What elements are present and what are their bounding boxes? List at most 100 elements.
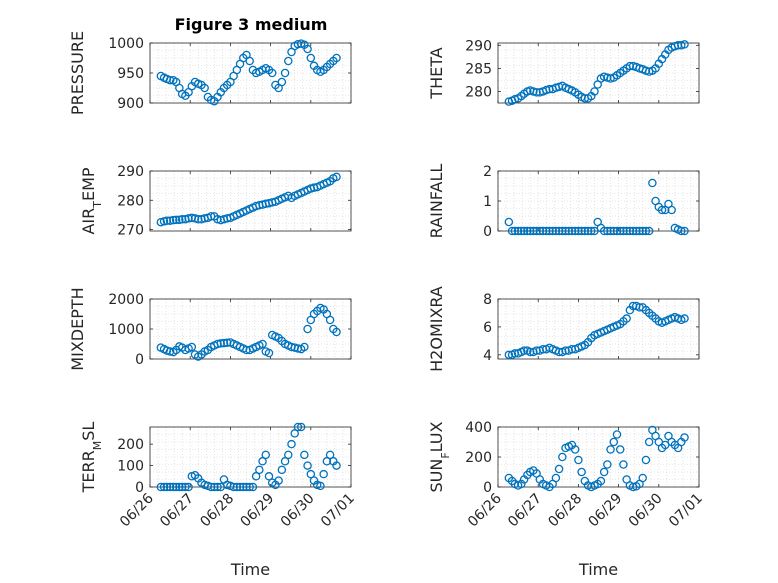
data-point: [625, 61, 635, 71]
series-markers: [504, 40, 689, 106]
y-tick-label: 4: [483, 348, 492, 364]
x-tick-label: 06/26: [465, 490, 505, 530]
data-point: [558, 452, 567, 462]
data-point: [644, 437, 654, 447]
axes-box: [497, 42, 700, 104]
data-point: [641, 226, 651, 236]
data-point: [570, 226, 580, 236]
data-point: [532, 88, 541, 97]
data-point: [622, 314, 631, 323]
data-point: [612, 226, 622, 236]
data-point: [644, 226, 654, 236]
data-point: [599, 467, 609, 477]
data-point: [165, 482, 175, 492]
data-point: [165, 75, 175, 85]
data-point: [165, 347, 175, 356]
data-point: [316, 481, 325, 491]
data-point: [216, 339, 226, 348]
data-point: [641, 455, 651, 465]
data-point: [251, 472, 261, 481]
data-point: [574, 226, 583, 236]
data-point: [175, 482, 184, 492]
data-point: [577, 226, 586, 236]
data-point: [590, 87, 599, 96]
y-tick-label: 270: [117, 223, 144, 239]
data-point: [303, 44, 312, 54]
data-point: [632, 226, 641, 236]
series-markers: [156, 39, 341, 106]
data-point: [181, 482, 190, 492]
data-point: [293, 39, 303, 49]
data-point: [513, 226, 523, 236]
data-point: [609, 437, 619, 447]
y-tick-label: 200: [465, 450, 492, 466]
x-tick-label: 06/28: [545, 491, 585, 531]
data-point: [570, 445, 580, 454]
subplot-0: 900 950 1000 PRESSURE: [68, 31, 352, 115]
data-point: [306, 53, 316, 63]
y-tick-label: 2000: [108, 292, 144, 308]
data-point: [538, 226, 548, 236]
data-point: [525, 226, 535, 236]
data-point: [657, 205, 667, 215]
data-point: [667, 205, 676, 215]
y-tick-label: 0: [135, 480, 144, 496]
series-markers: [156, 303, 341, 361]
data-point: [277, 465, 287, 475]
x-tick-label: 06/27: [157, 491, 197, 531]
y-tick-label: 6: [483, 320, 492, 336]
y-tick-label: 200: [117, 437, 144, 453]
data-point: [258, 457, 267, 466]
data-point: [504, 350, 514, 360]
data-point: [277, 77, 287, 87]
data-point: [258, 339, 267, 349]
y-tick-label: 950: [117, 66, 144, 82]
x-axis-label: Time: [578, 560, 618, 579]
subplot-2: 270 280 290 AIRTEMP: [79, 164, 352, 239]
data-point: [523, 226, 532, 236]
data-point: [529, 226, 538, 236]
data-point: [264, 348, 274, 358]
data-point: [235, 482, 245, 492]
data-point: [284, 450, 293, 460]
data-point: [169, 482, 178, 492]
data-point: [293, 422, 303, 432]
data-point: [300, 342, 309, 352]
data-point: [628, 226, 638, 236]
data-point: [171, 482, 181, 492]
x-tick-label: 06/26: [117, 490, 157, 530]
x-tick-label: 06/27: [505, 491, 545, 531]
y-axis-label: SUNFLUX: [427, 421, 452, 492]
data-point: [541, 226, 551, 236]
data-point: [680, 226, 689, 236]
data-point: [504, 217, 514, 227]
series-markers: [156, 172, 341, 227]
data-point: [287, 439, 296, 449]
data-point: [596, 476, 606, 486]
data-point: [612, 430, 622, 439]
data-point: [635, 226, 644, 236]
data-point: [169, 215, 178, 225]
data-point: [325, 450, 335, 460]
data-point: [554, 226, 564, 236]
y-tick-label: 8: [483, 292, 492, 308]
data-point: [587, 226, 596, 236]
data-point: [332, 53, 341, 63]
data-point: [603, 460, 612, 469]
data-point: [609, 226, 619, 236]
subplot-4: 0 1000 2000 MIXDEPTH: [68, 287, 352, 371]
data-point: [264, 472, 274, 481]
y-tick-label: 100: [117, 459, 144, 475]
data-point: [680, 314, 689, 323]
y-tick-label: 0: [483, 480, 492, 496]
y-tick-label: 400: [465, 420, 492, 436]
axes-box: [497, 298, 700, 360]
data-point: [680, 40, 689, 49]
x-tick-label: 06/30: [626, 491, 666, 531]
data-point: [615, 445, 625, 454]
y-tick-label: 280: [465, 84, 492, 100]
data-point: [193, 215, 203, 224]
data-point: [248, 482, 258, 492]
data-point: [290, 429, 299, 438]
data-point: [625, 226, 635, 236]
